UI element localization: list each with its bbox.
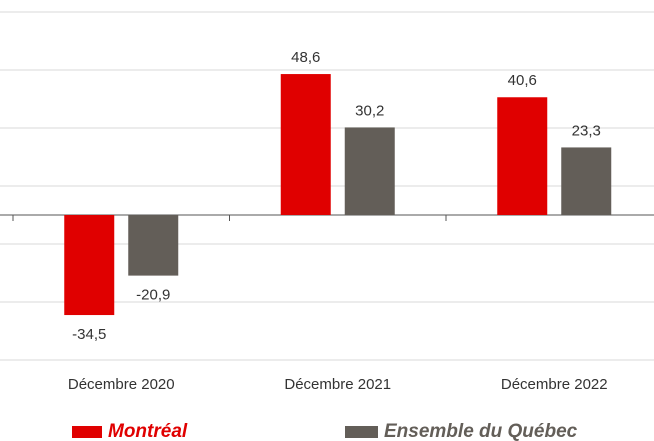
x-tick-label: Décembre 2020 — [68, 376, 175, 393]
legend-label: Ensemble du Québec — [384, 421, 578, 441]
bar — [497, 97, 548, 215]
data-label: 30,2 — [355, 102, 384, 119]
data-label: 48,6 — [291, 49, 320, 66]
data-label: -34,5 — [72, 326, 106, 343]
bar — [280, 74, 331, 215]
data-label: 40,6 — [508, 72, 537, 89]
legend-swatch — [72, 426, 102, 438]
bar — [561, 147, 612, 215]
bar — [344, 127, 395, 215]
bar — [64, 215, 115, 316]
legend-swatch — [345, 426, 378, 438]
data-label: -20,9 — [136, 287, 170, 304]
x-tick-label: Décembre 2021 — [284, 376, 391, 393]
legend-label: Montréal — [108, 421, 188, 441]
data-label: 23,3 — [572, 122, 601, 139]
bar — [128, 215, 179, 276]
x-tick-label: Décembre 2022 — [501, 376, 608, 393]
